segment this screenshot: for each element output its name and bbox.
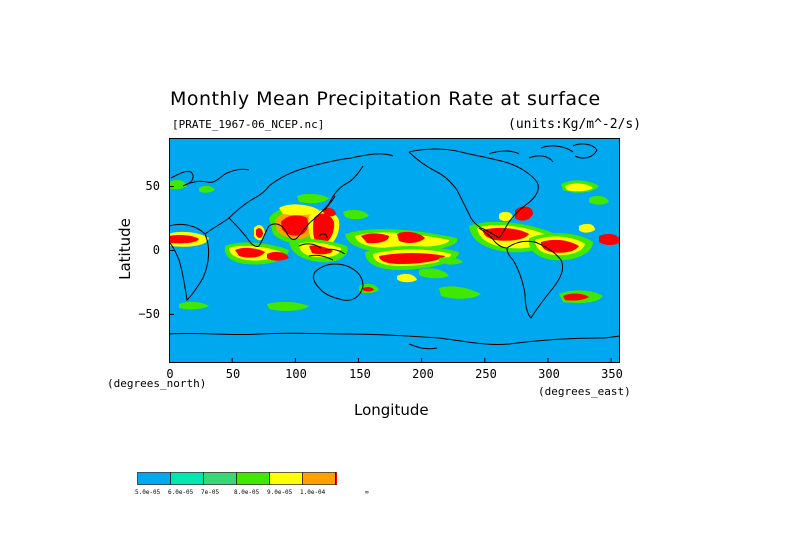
y-unit-note: (degrees_north) bbox=[107, 377, 207, 390]
x-tick-label: 100 bbox=[285, 367, 307, 381]
legend-label: ∞ bbox=[365, 489, 369, 496]
legend-label: 5.0e-05 bbox=[135, 489, 161, 496]
color-legend bbox=[137, 472, 337, 485]
x-tick-label: 200 bbox=[412, 367, 434, 381]
x-tick-label: 250 bbox=[475, 367, 497, 381]
chart-title: Monthly Mean Precipitation Rate at surfa… bbox=[170, 88, 601, 110]
legend-label: 6.0e-05 bbox=[168, 489, 194, 496]
legend-swatch bbox=[236, 472, 270, 485]
coastlines bbox=[169, 143, 620, 350]
legend-swatch bbox=[137, 472, 171, 485]
x-tick-label: 150 bbox=[349, 367, 371, 381]
units-label: (units:Kg/m^-2/s) bbox=[508, 117, 642, 132]
x-axis-label: Longitude bbox=[354, 401, 429, 419]
legend-swatch bbox=[170, 472, 204, 485]
precipitation-field bbox=[169, 179, 620, 311]
legend-label: 9.0e-05 bbox=[267, 489, 293, 496]
y-tick-label: 50 bbox=[145, 179, 160, 193]
file-label: [PRATE_1967-06_NCEP.nc] bbox=[172, 118, 325, 131]
legend-label: 7e-05 bbox=[201, 489, 220, 496]
legend-swatch bbox=[203, 472, 237, 485]
x-tick-label: 300 bbox=[538, 367, 560, 381]
legend-swatch bbox=[335, 472, 337, 485]
x-tick-label: 50 bbox=[225, 367, 241, 381]
legend-swatch bbox=[302, 472, 336, 485]
axis-ticks bbox=[169, 186, 612, 363]
legend-label: 8.0e-05 bbox=[234, 489, 260, 496]
y-tick-label: 0 bbox=[152, 243, 160, 257]
x-tick-label: 350 bbox=[601, 367, 623, 381]
x-tick-label: 0 bbox=[166, 367, 174, 381]
precipitation-map bbox=[169, 138, 620, 363]
x-unit-note: (degrees_east) bbox=[538, 385, 631, 398]
y-tick-label: −50 bbox=[138, 307, 160, 321]
legend-label: 1.0e-04 bbox=[300, 489, 326, 496]
legend-swatch bbox=[269, 472, 303, 485]
